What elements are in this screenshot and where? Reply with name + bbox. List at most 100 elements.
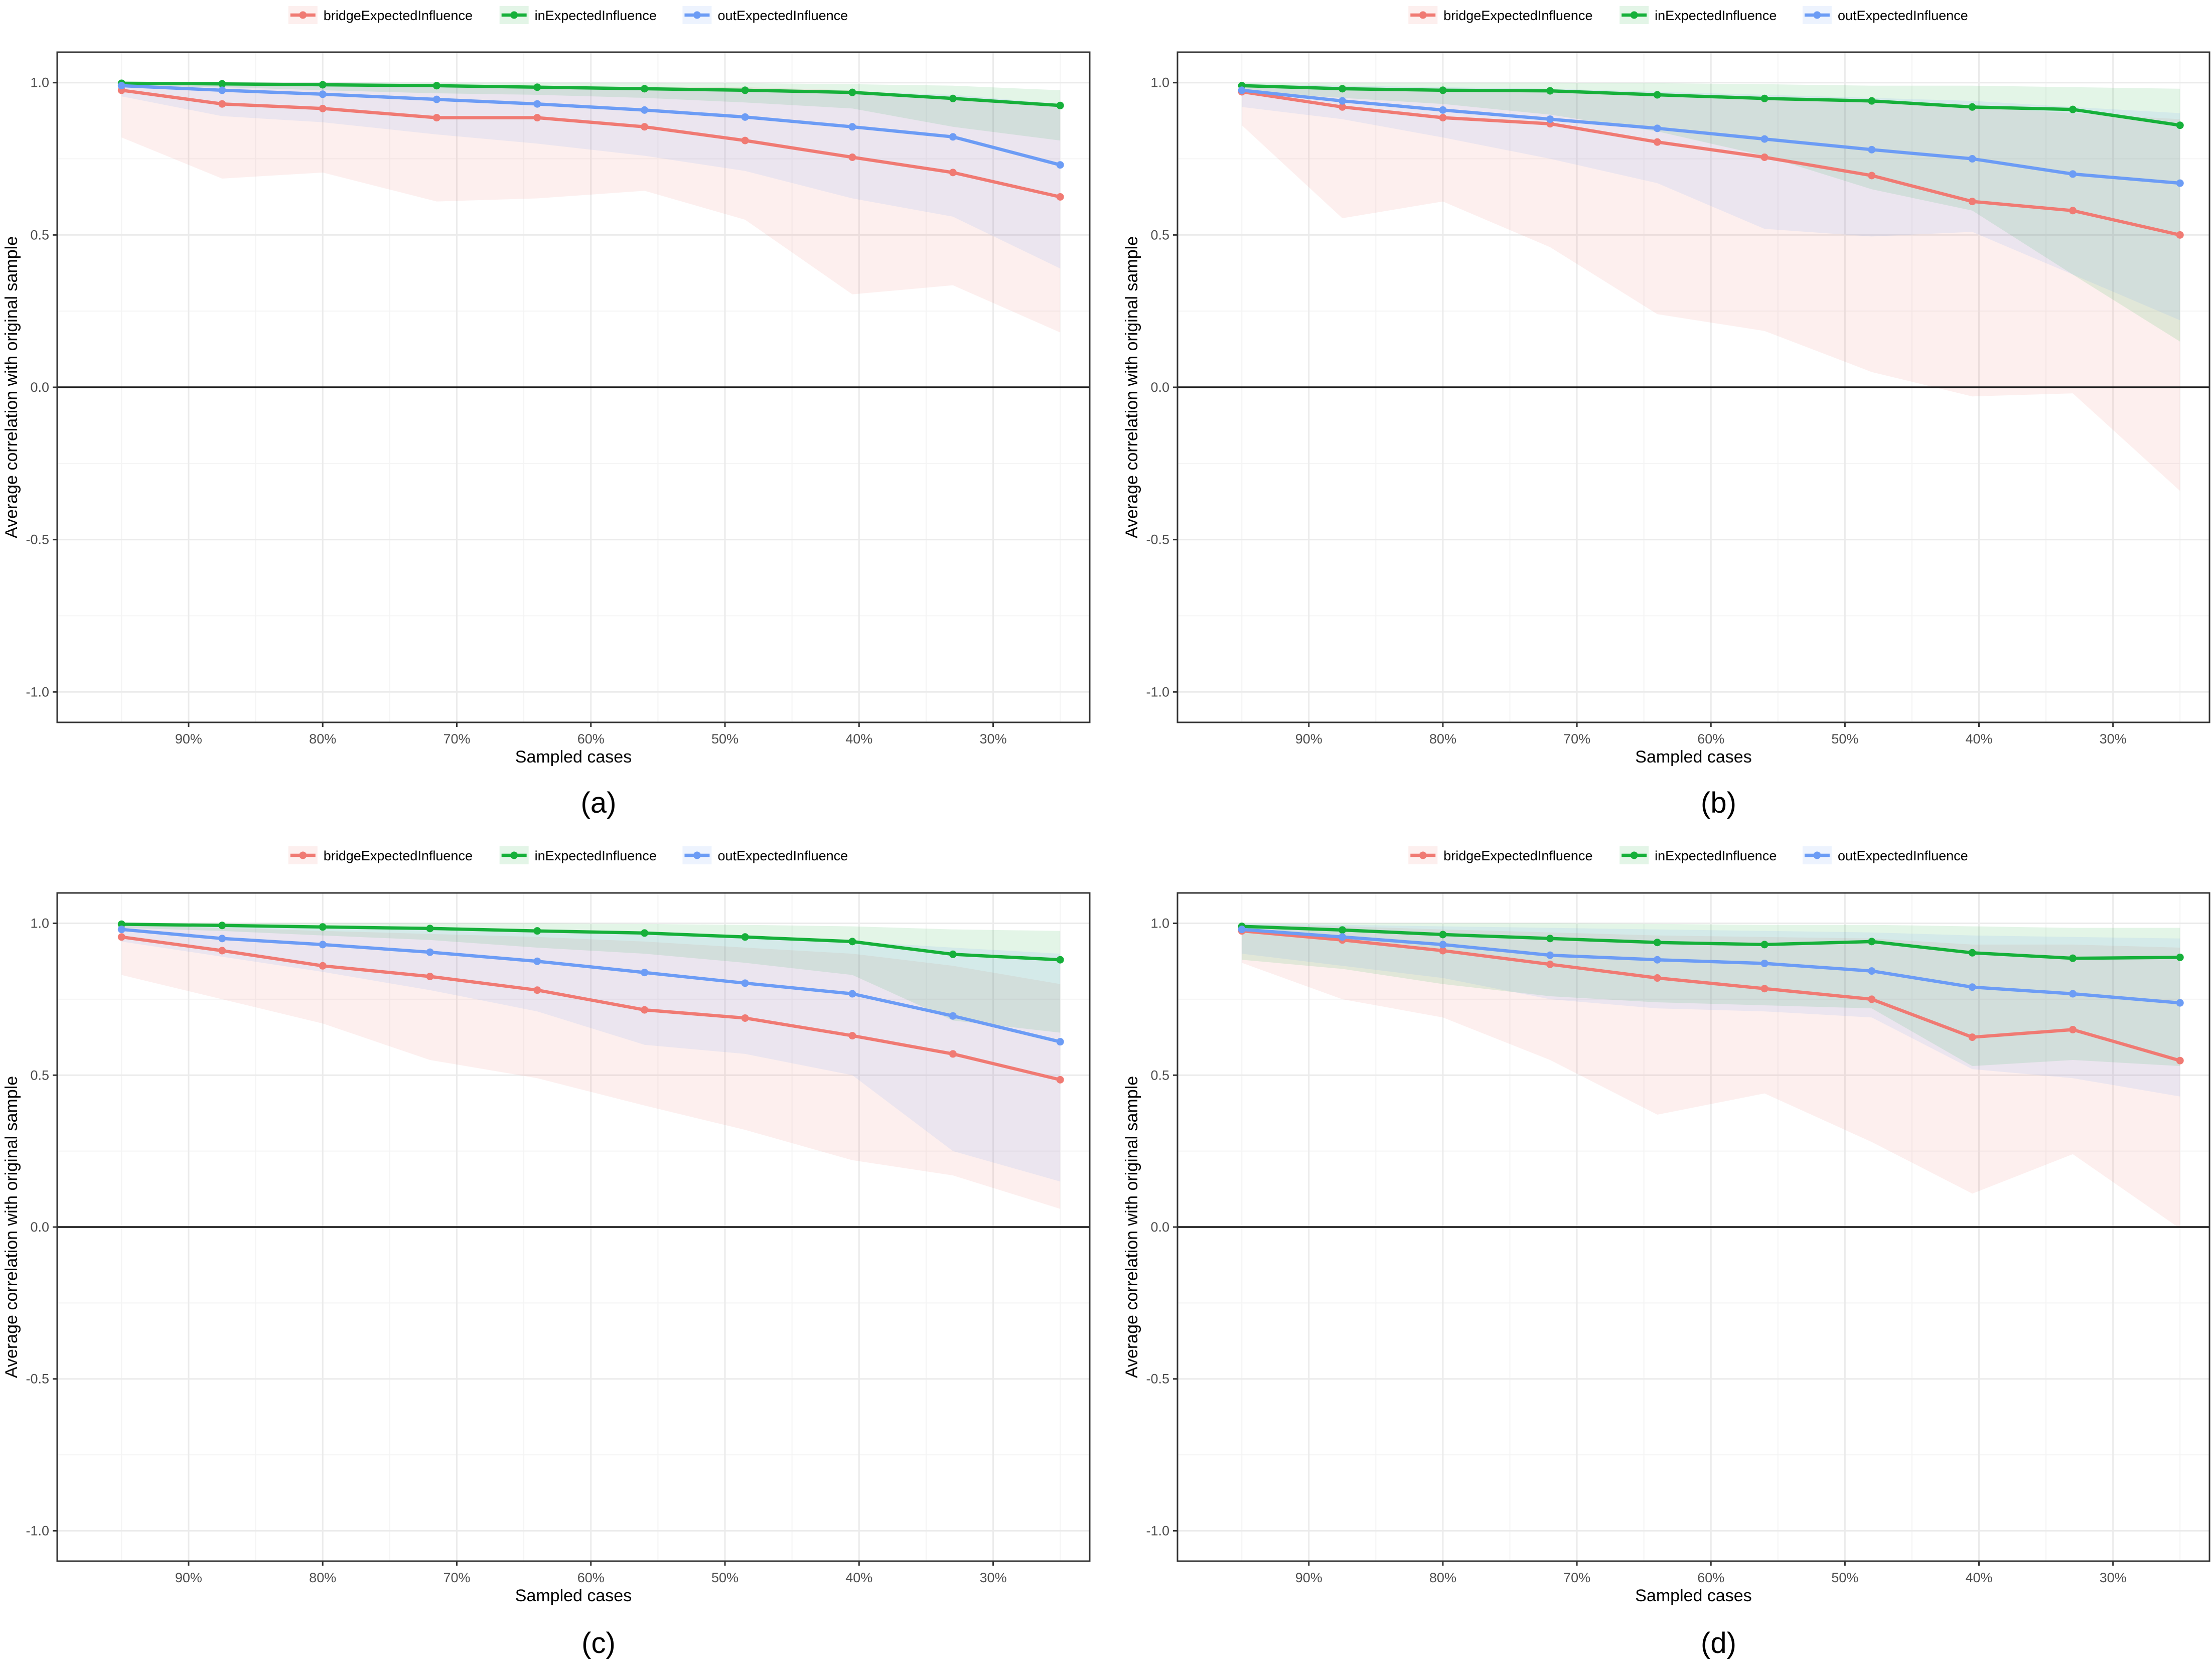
y-axis-title: Average correlation with original sample	[1122, 236, 1141, 538]
data-point-inExpectedInfluence	[533, 927, 541, 935]
data-point-bridgeExpectedInfluence	[218, 947, 226, 955]
data-point-bridgeExpectedInfluence	[741, 136, 749, 144]
data-point-outExpectedInfluence	[848, 990, 856, 998]
y-axis-title: Average correlation with original sample	[2, 1076, 21, 1378]
chart-panel-a: 90% 80% 70% 60% 50% 40% 30% -1.0 -0.5 0.0 0.5 1.0 Sa…	[2, 6, 1091, 819]
ci-ribbon-outExpectedInfluence	[1242, 923, 2180, 1097]
data-point-inExpectedInfluence	[218, 922, 226, 930]
y-tick-label: 0.5	[30, 227, 49, 242]
legend-label: outExpectedInfluence	[1838, 848, 1968, 863]
series-line-bridgeExpectedInfluence	[121, 88, 1061, 199]
data-point-inExpectedInfluence	[2176, 121, 2184, 129]
data-point-outExpectedInfluence	[2176, 999, 2184, 1007]
legend-key-point	[1630, 11, 1638, 19]
legend-key-point	[1419, 851, 1427, 859]
data-point-outExpectedInfluence	[117, 926, 125, 934]
series-line-inExpectedInfluence	[121, 923, 1061, 962]
data-point-outExpectedInfluence	[1056, 161, 1064, 169]
data-point-inExpectedInfluence	[641, 85, 649, 93]
data-point-bridgeExpectedInfluence	[319, 104, 327, 112]
x-tick-label: 60%	[577, 731, 605, 746]
data-point-bridgeExpectedInfluence	[641, 1006, 649, 1014]
x-axis-title: Sampled cases	[1635, 1586, 1751, 1605]
y-tick-label: 1.0	[30, 916, 49, 931]
data-point-inExpectedInfluence	[1653, 91, 1661, 99]
data-point-outExpectedInfluence	[1339, 933, 1347, 941]
data-point-bridgeExpectedInfluence	[848, 1032, 856, 1040]
data-point-outExpectedInfluence	[2176, 179, 2184, 187]
data-point-inExpectedInfluence	[1339, 926, 1347, 934]
data-point-outExpectedInfluence	[949, 1012, 957, 1020]
chart-panel-c: 90% 80% 70% 60% 50% 40% 30% -1.0 -0.5 0.0 0.5 1.0 Sa…	[2, 846, 1091, 1659]
data-point-outExpectedInfluence	[1968, 983, 1976, 991]
data-point-inExpectedInfluence	[1868, 938, 1876, 946]
series-line-outExpectedInfluence	[121, 84, 1061, 167]
legend-label: outExpectedInfluence	[717, 8, 848, 23]
legend-label: bridgeExpectedInfluence	[324, 848, 473, 863]
data-point-outExpectedInfluence	[533, 957, 541, 965]
x-tick-label: 60%	[1697, 731, 1724, 746]
legend-key-point	[510, 11, 518, 19]
x-tick-label: 50%	[711, 731, 739, 746]
x-tick-label: 80%	[309, 731, 336, 746]
legend-key-point	[299, 11, 307, 19]
legend: bridgeExpectedInfluence inExpectedInfluen…	[288, 846, 848, 864]
data-point-outExpectedInfluence	[949, 133, 957, 141]
y-tick-label: 0.5	[1150, 1068, 1169, 1083]
x-tick-label: 90%	[1295, 1570, 1322, 1585]
panel-label: (b)	[1701, 787, 1736, 819]
data-point-outExpectedInfluence	[1339, 97, 1347, 105]
data-point-inExpectedInfluence	[949, 950, 957, 958]
data-point-outExpectedInfluence	[741, 979, 749, 987]
x-tick-label: 50%	[711, 1570, 739, 1585]
y-tick-label: 0.0	[30, 380, 49, 395]
series-line-bridgeExpectedInfluence	[1241, 90, 2180, 237]
data-point-inExpectedInfluence	[426, 925, 434, 933]
x-tick-label: 40%	[845, 731, 872, 746]
data-point-bridgeExpectedInfluence	[533, 114, 541, 122]
series-line-bridgeExpectedInfluence	[121, 935, 1061, 1082]
series-line-bridgeExpectedInfluence	[1241, 929, 2181, 1062]
data-point-bridgeExpectedInfluence	[1056, 1076, 1064, 1084]
series-line-outExpectedInfluence	[121, 928, 1061, 1043]
legend-key-point	[299, 851, 307, 859]
data-point-outExpectedInfluence	[218, 86, 226, 94]
chart-panel-d: 90% 80% 70% 60% 50% 40% 30% -1.0 -0.5 0.0 0.5 1.0 Sa…	[1122, 846, 2210, 1659]
data-point-bridgeExpectedInfluence	[2069, 1025, 2077, 1033]
data-point-outExpectedInfluence	[218, 935, 226, 943]
data-point-inExpectedInfluence	[848, 938, 856, 946]
data-point-bridgeExpectedInfluence	[1439, 947, 1447, 955]
legend-label: bridgeExpectedInfluence	[1443, 848, 1592, 863]
legend-key-point	[1813, 11, 1821, 19]
data-point-bridgeExpectedInfluence	[1439, 114, 1447, 122]
x-tick-label: 30%	[980, 1570, 1007, 1585]
data-point-inExpectedInfluence	[949, 94, 957, 102]
y-tick-label: -0.5	[1146, 532, 1169, 547]
data-point-bridgeExpectedInfluence	[2176, 231, 2184, 239]
legend-label: inExpectedInfluence	[1655, 8, 1777, 23]
x-tick-label: 70%	[1563, 731, 1590, 746]
data-point-bridgeExpectedInfluence	[1868, 995, 1876, 1003]
ci-ribbon-bridgeExpectedInfluence	[1242, 925, 2180, 1229]
data-point-bridgeExpectedInfluence	[1760, 985, 1768, 993]
legend-label: inExpectedInfluence	[535, 8, 657, 23]
data-point-bridgeExpectedInfluence	[949, 169, 957, 177]
data-point-outExpectedInfluence	[1760, 959, 1768, 967]
x-tick-label: 50%	[1831, 731, 1858, 746]
data-point-bridgeExpectedInfluence	[1056, 193, 1064, 201]
ci-ribbon-bridgeExpectedInfluence	[121, 925, 1061, 1209]
data-point-bridgeExpectedInfluence	[1760, 154, 1768, 162]
legend-key-point	[693, 11, 701, 19]
data-point-outExpectedInfluence	[1546, 951, 1554, 959]
legend-key-point	[510, 851, 518, 859]
legend-label: inExpectedInfluence	[535, 848, 657, 863]
data-point-bridgeExpectedInfluence	[2176, 1056, 2184, 1065]
y-tick-label: 0.0	[1150, 1220, 1169, 1235]
data-point-outExpectedInfluence	[319, 941, 327, 949]
data-point-inExpectedInfluence	[319, 923, 327, 931]
data-point-bridgeExpectedInfluence	[1653, 974, 1661, 982]
x-tick-label: 60%	[1697, 1570, 1724, 1585]
x-tick-label: 80%	[309, 1570, 336, 1585]
x-tick-label: 40%	[845, 1570, 872, 1585]
